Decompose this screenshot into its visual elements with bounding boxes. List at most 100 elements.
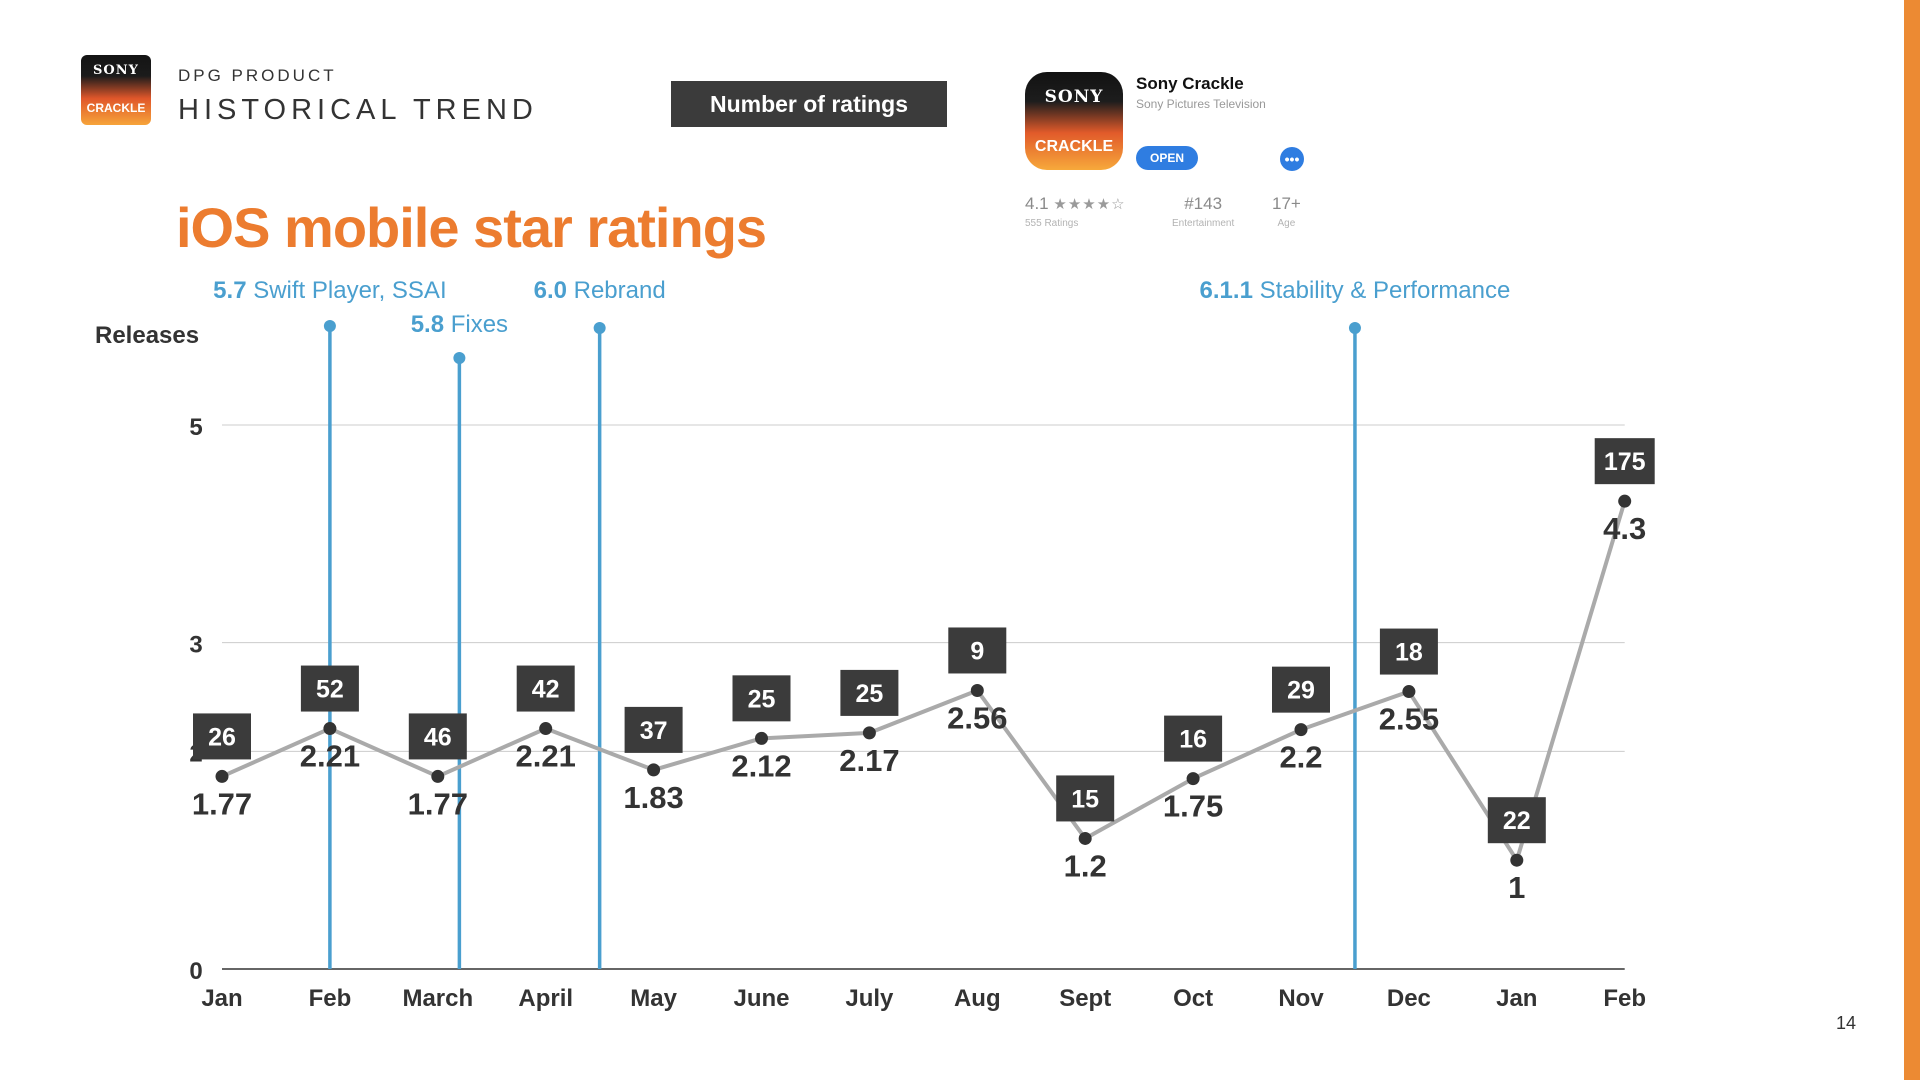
count-label: 52 xyxy=(316,676,344,704)
release-marker xyxy=(1348,322,1361,334)
x-tick-label: April xyxy=(518,985,573,1012)
release-marker xyxy=(453,352,466,364)
app-icon-brand: SONY xyxy=(1044,87,1104,107)
x-tick-label: May xyxy=(630,985,677,1012)
rank-stat: #143 Entertainment xyxy=(1172,194,1234,229)
release-label: 5.8 Fixes xyxy=(411,311,508,338)
release-marker xyxy=(593,322,606,334)
age-label: Age xyxy=(1277,218,1296,229)
app-developer: Sony Pictures Television xyxy=(1136,97,1266,111)
data-point xyxy=(647,763,661,777)
count-box xyxy=(732,675,791,722)
count-box xyxy=(300,665,359,712)
x-tick-label: Jan xyxy=(201,985,242,1012)
data-point xyxy=(1618,494,1632,508)
data-point xyxy=(1186,772,1200,786)
accent-bar xyxy=(1904,0,1920,1080)
release-marker xyxy=(323,320,336,332)
count-label: 175 xyxy=(1604,448,1646,476)
count-box xyxy=(1164,715,1223,762)
count-label: 18 xyxy=(1395,639,1423,667)
metric-pill: Number of ratings xyxy=(671,81,947,127)
x-tick-label: Jan xyxy=(1496,985,1537,1012)
value-label: 1.2 xyxy=(1064,848,1107,883)
count-box xyxy=(1594,438,1655,485)
value-label: 4.3 xyxy=(1603,511,1646,546)
count-box xyxy=(408,713,467,760)
x-tick-label: Sept xyxy=(1059,985,1111,1012)
count-box xyxy=(516,665,575,712)
data-point xyxy=(323,722,337,736)
count-box xyxy=(1272,666,1330,713)
count-label: 25 xyxy=(855,680,883,708)
x-tick-label: June xyxy=(733,985,789,1012)
app-icon-sub: CRACKLE xyxy=(1034,138,1114,155)
logo-sub: CRACKLE xyxy=(86,101,146,115)
section-title: HISTORICAL TREND xyxy=(178,94,538,126)
count-label: 42 xyxy=(532,676,560,704)
x-tick-label: Oct xyxy=(1173,985,1213,1012)
count-label: 25 xyxy=(748,685,776,713)
age-stat: 17+ Age xyxy=(1272,194,1301,229)
x-tick-label: Aug xyxy=(954,985,1001,1012)
eyebrow: DPG PRODUCT xyxy=(178,66,337,85)
data-point xyxy=(1078,831,1092,845)
count-box xyxy=(1487,797,1546,844)
app-name: Sony Crackle xyxy=(1136,74,1244,93)
x-tick-label: March xyxy=(402,985,473,1012)
y-tick-label: 5 xyxy=(189,414,202,441)
value-label: 2.21 xyxy=(300,739,360,774)
value-label: 2.2 xyxy=(1279,740,1322,775)
count-box xyxy=(948,627,1007,674)
count-label: 15 xyxy=(1071,785,1099,813)
value-label: 1.77 xyxy=(192,786,252,821)
value-label: 1.77 xyxy=(408,786,468,821)
count-box xyxy=(1379,628,1438,675)
x-tick-label: Dec xyxy=(1387,985,1431,1012)
count-label: 9 xyxy=(970,637,984,665)
count-box xyxy=(1056,775,1115,822)
sony-crackle-logo: SONY CRACKLE xyxy=(81,55,151,125)
x-tick-label: July xyxy=(845,985,894,1012)
data-point xyxy=(1510,853,1524,867)
data-point xyxy=(1294,723,1308,737)
age-value: 17+ xyxy=(1272,194,1301,213)
x-tick-label: Feb xyxy=(309,985,352,1012)
value-label: 1.75 xyxy=(1163,789,1223,824)
value-label: 1 xyxy=(1508,870,1525,905)
more-icon[interactable]: ••• xyxy=(1280,147,1304,171)
x-tick-label: Feb xyxy=(1603,985,1646,1012)
star-rating-icon: ★★★★☆ xyxy=(1053,196,1126,213)
x-tick-label: Nov xyxy=(1278,985,1324,1012)
value-label: 2.55 xyxy=(1379,702,1439,737)
count-box xyxy=(624,706,683,753)
count-box xyxy=(840,669,899,716)
data-point xyxy=(1402,685,1416,699)
rating-value: 4.1 xyxy=(1025,194,1049,213)
release-label: 5.7 Swift Player, SSAI xyxy=(213,277,446,304)
data-point xyxy=(970,683,984,697)
data-point xyxy=(755,731,768,745)
open-button[interactable]: OPEN xyxy=(1136,146,1198,170)
release-label: 6.1.1 Stability & Performance xyxy=(1200,277,1511,304)
rating-stat: 4.1 ★★★★☆ 555 Ratings xyxy=(1025,194,1126,229)
rank-label: Entertainment xyxy=(1172,218,1235,229)
data-point xyxy=(215,769,229,783)
rank-value: #143 xyxy=(1184,194,1223,213)
y-axis-label: Releases xyxy=(95,322,199,349)
headline: iOS mobile star ratings xyxy=(176,196,767,259)
count-label: 26 xyxy=(208,723,236,751)
count-label: 37 xyxy=(640,717,668,745)
count-box xyxy=(193,713,251,760)
ratings-count: 555 Ratings xyxy=(1025,218,1079,229)
value-label: 2.12 xyxy=(731,748,791,783)
count-label: 22 xyxy=(1503,807,1531,835)
data-point xyxy=(862,726,876,740)
count-label: 29 xyxy=(1287,677,1315,705)
app-icon: SONY CRACKLE xyxy=(1025,72,1123,170)
value-label: 2.21 xyxy=(516,739,576,774)
release-label: 6.0 Rebrand xyxy=(534,277,666,304)
data-point xyxy=(539,722,553,736)
page-number: 14 xyxy=(1836,1013,1857,1033)
